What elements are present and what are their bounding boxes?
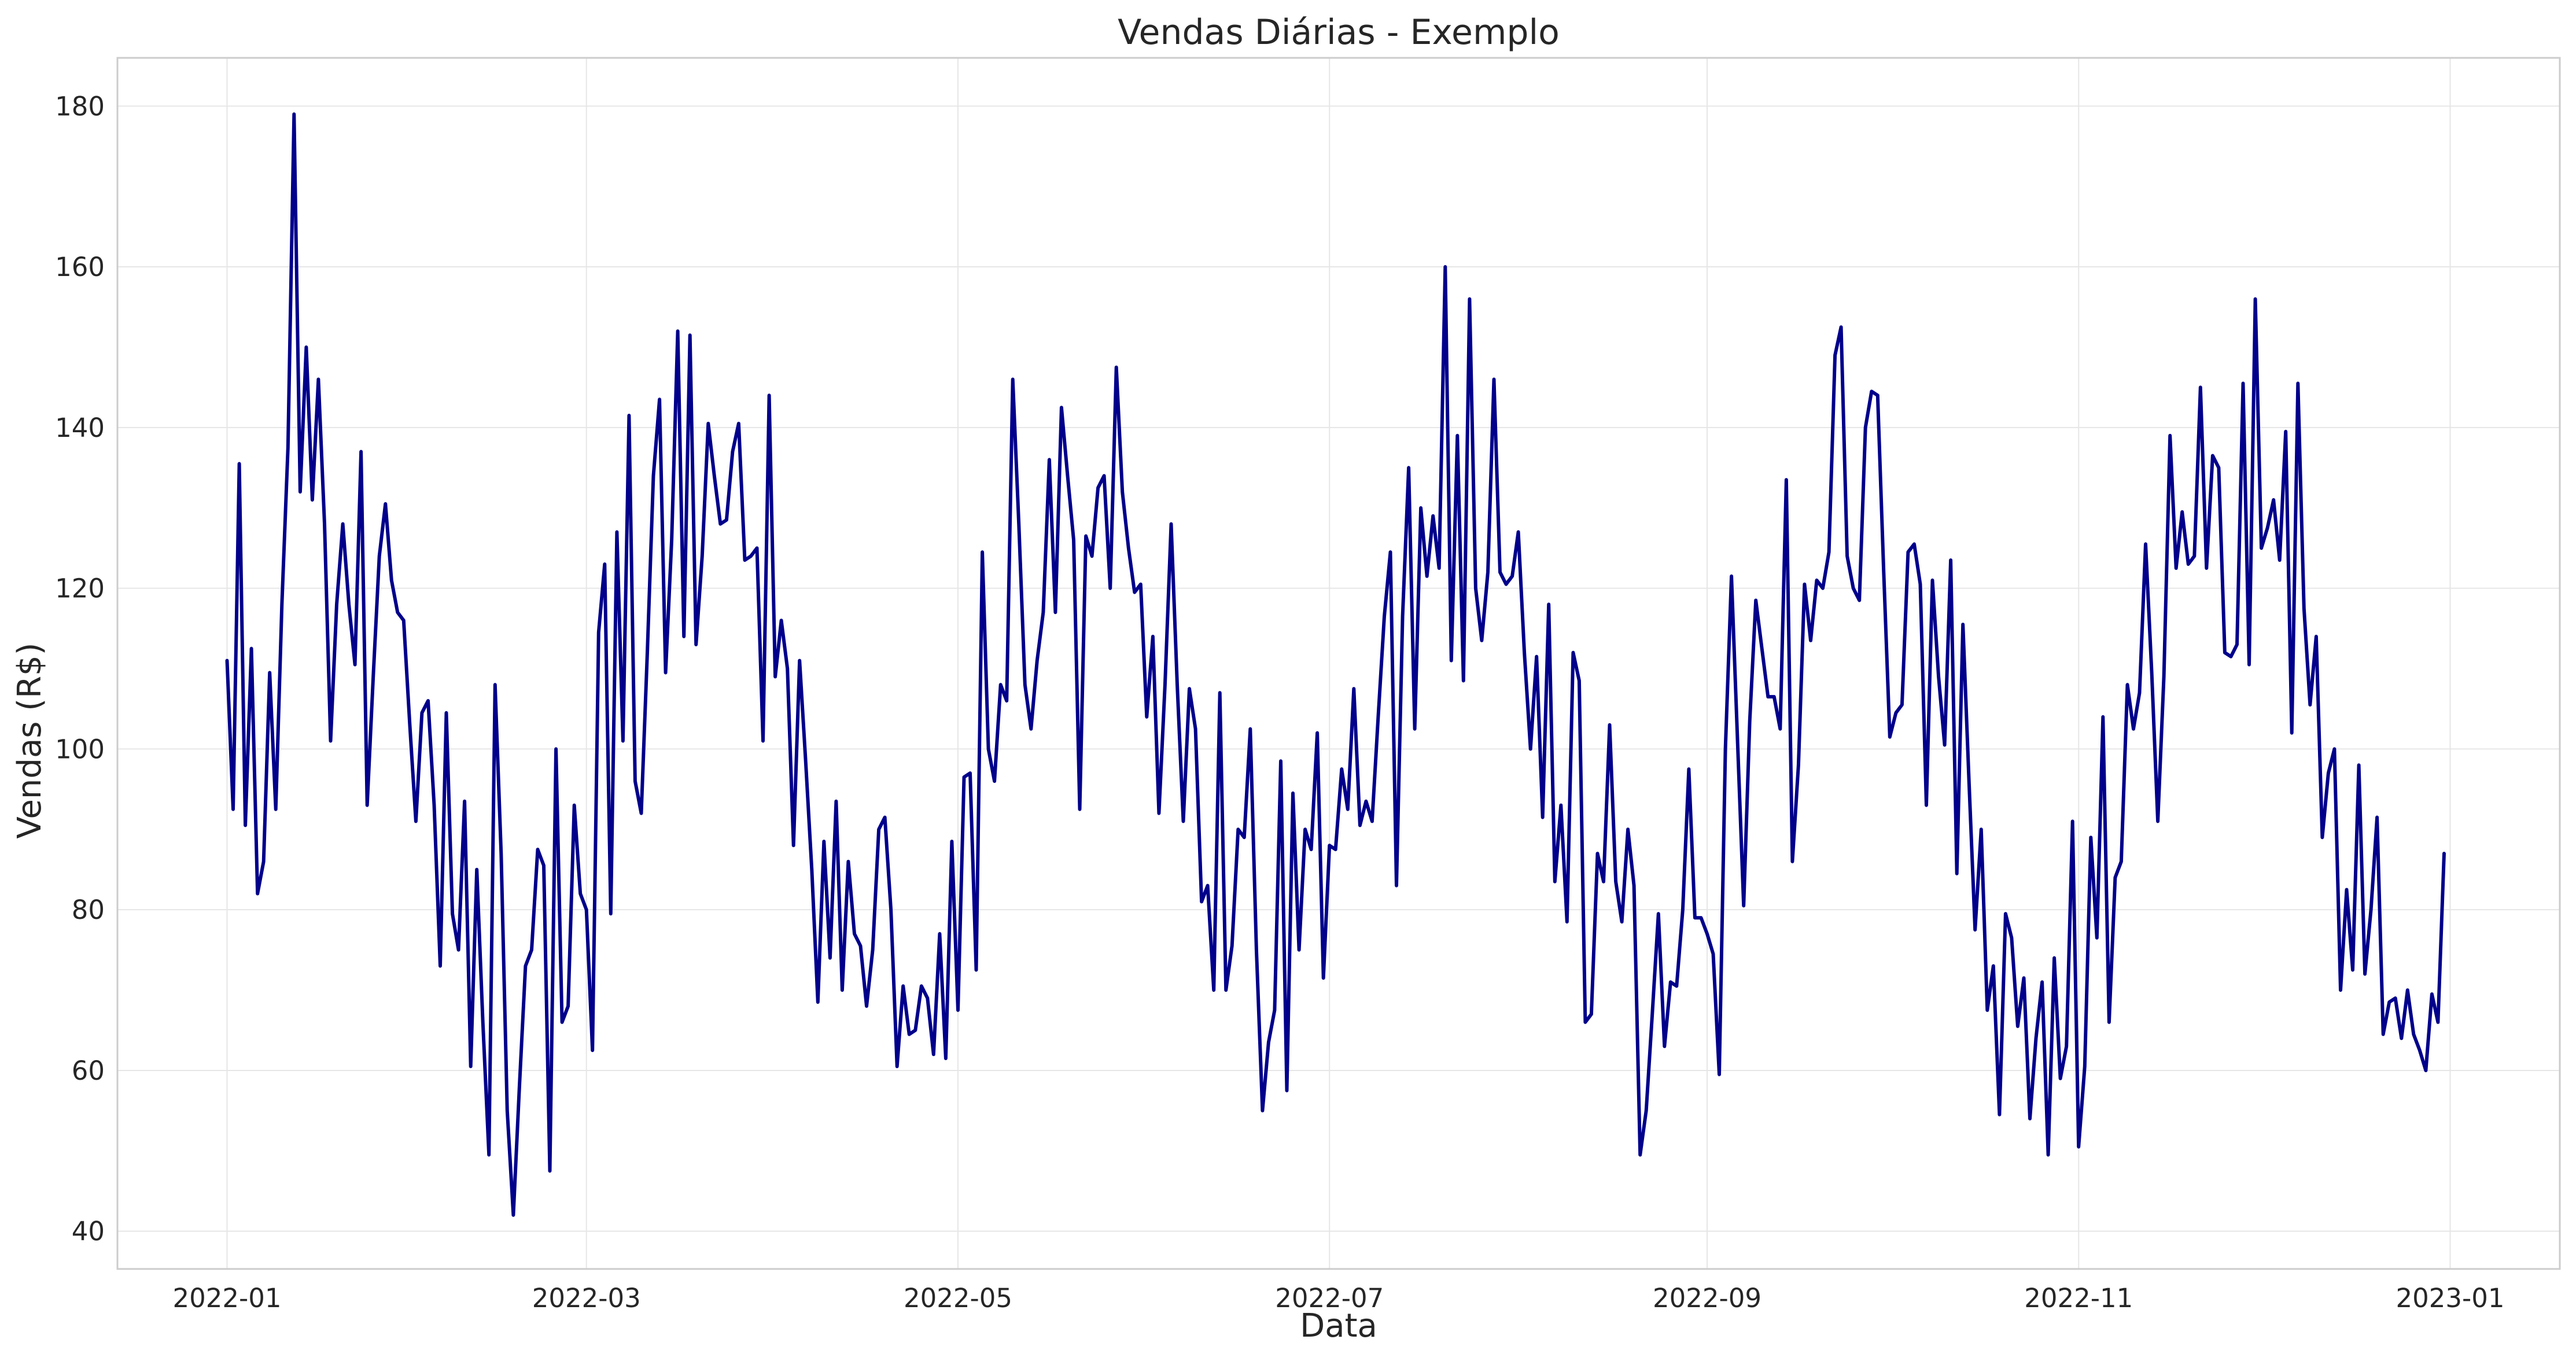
- y-tick-label: 60: [72, 1055, 105, 1086]
- y-tick-label: 100: [55, 734, 105, 764]
- y-axis-label: Vendas (R$): [11, 643, 49, 839]
- x-tick-label: 2022-05: [904, 1283, 1012, 1314]
- y-axis-ticks: 40 60 80 100 120 140 160 180: [55, 91, 105, 1246]
- y-tick-label: 140: [55, 413, 105, 443]
- series-line: [225, 112, 2446, 1217]
- x-tick-label: 2022-11: [2024, 1283, 2133, 1314]
- x-axis-label: Data: [1300, 1307, 1377, 1345]
- plot-frame: [116, 57, 2561, 1270]
- x-tick-label: 2022-09: [1653, 1283, 1761, 1314]
- y-tick-label: 160: [55, 252, 105, 282]
- y-tick-label: 180: [55, 91, 105, 122]
- series-layer: [225, 112, 2446, 1217]
- y-tick-label: 120: [55, 573, 105, 604]
- x-tick-label: 2023-01: [2396, 1283, 2504, 1314]
- y-tick-label: 40: [72, 1216, 105, 1247]
- chart-title: Vendas Diárias - Exemplo: [1118, 12, 1560, 53]
- x-tick-label: 2022-01: [173, 1283, 282, 1314]
- x-tick-label: 2022-03: [532, 1283, 641, 1314]
- y-tick-label: 80: [72, 895, 105, 925]
- x-tick-label: 2022-07: [1275, 1283, 1384, 1314]
- x-axis-ticks: 2022-01 2022-03 2022-05 2022-07 2022-09 2022-…: [173, 1283, 2505, 1314]
